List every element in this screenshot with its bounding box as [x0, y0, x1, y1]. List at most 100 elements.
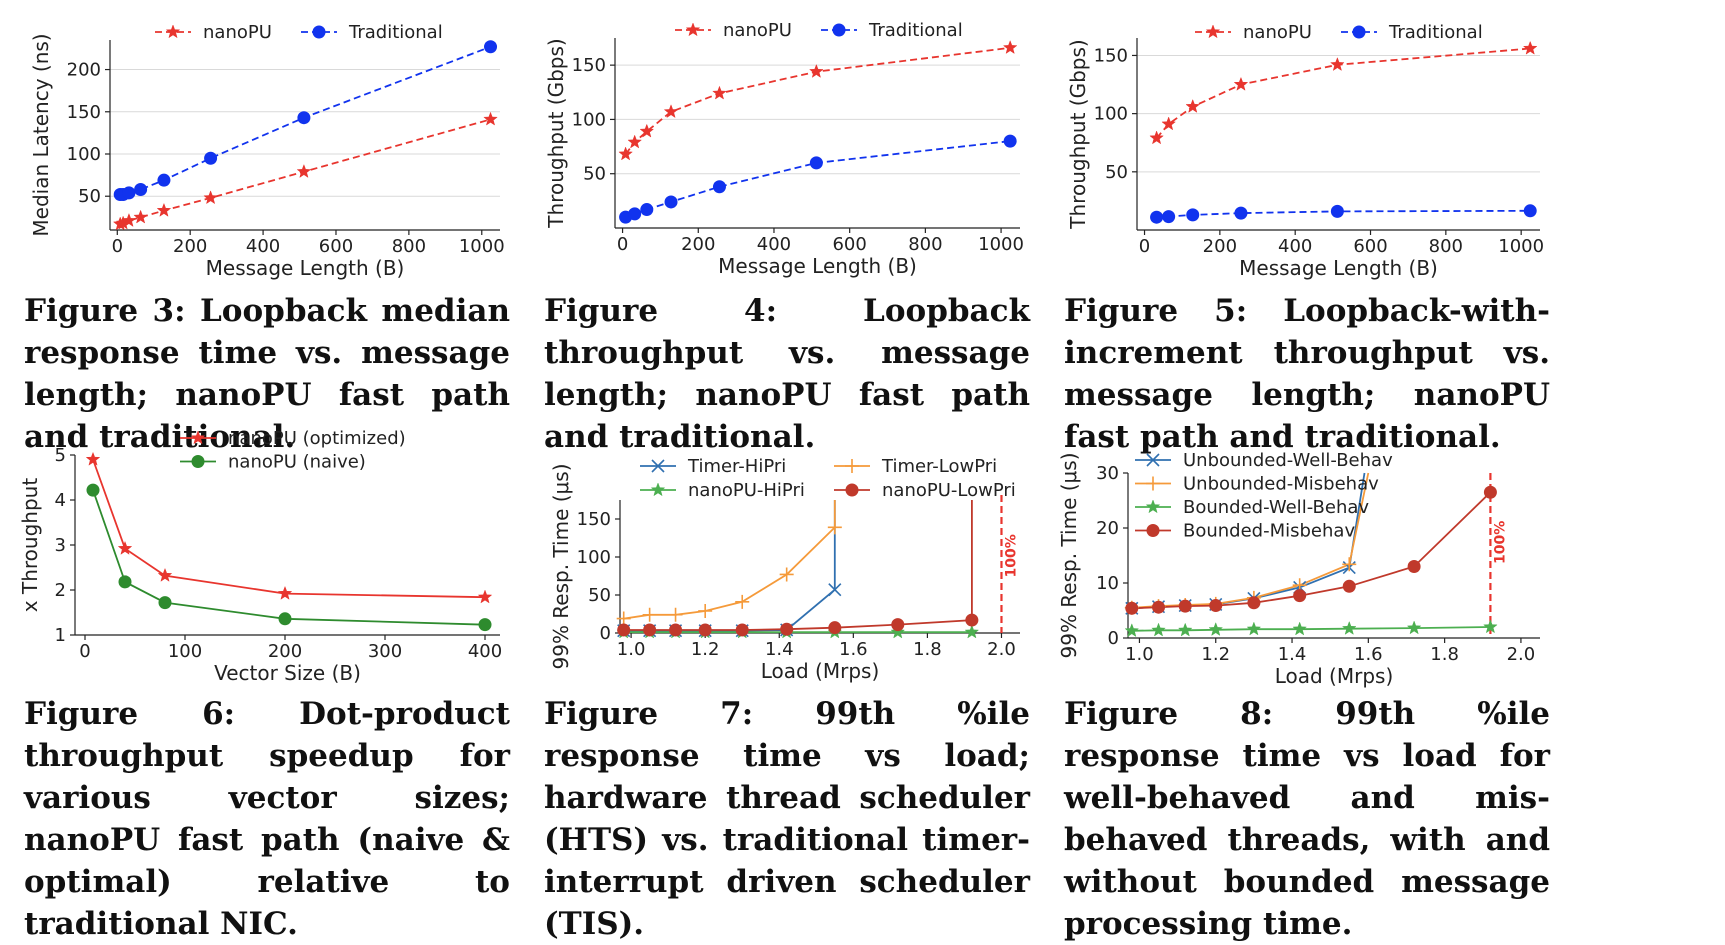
legend-marker [165, 24, 181, 39]
y-tick-label: 150 [572, 55, 606, 76]
data-point [828, 583, 842, 597]
figure-4-caption: Figure 4: Loopback throughput vs. messag… [544, 293, 1030, 455]
y-tick-label: 20 [1096, 518, 1119, 539]
data-point [618, 146, 633, 161]
data-point [133, 209, 148, 224]
figure-6-chart: 0 100 200 300 400 1 2 3 4 5 Vector Size (B) x Throu… [0, 420, 520, 690]
y-tick-label: 4 [55, 490, 66, 511]
y-tick-label: 200 [67, 60, 101, 81]
data-point [1002, 40, 1018, 55]
x-tick-label: 0 [617, 234, 628, 255]
data-point [297, 111, 311, 125]
series-line [92, 459, 486, 599]
x-tick-label: 800 [1429, 236, 1463, 257]
data-point [156, 202, 172, 217]
data-point [483, 111, 498, 126]
data-point [1178, 599, 1192, 613]
x-tick-label: 0 [112, 236, 123, 257]
data-point [277, 585, 293, 600]
x-axis-label: Vector Size (B) [214, 661, 361, 685]
y-tick-label: 10 [1096, 573, 1119, 594]
x-tick-label: 1.2 [691, 639, 720, 660]
x-tick-label: 400 [246, 236, 280, 257]
y-tick-label: 150 [1094, 45, 1128, 66]
legend-marker [845, 483, 859, 497]
data-point [477, 589, 493, 604]
legend: nanoPU Traditional [1195, 22, 1483, 43]
data-point [1483, 485, 1497, 499]
x-tick-label: 200 [173, 236, 207, 257]
legend-label: Bounded-Misbehav [1183, 521, 1355, 542]
markers-layer [85, 451, 493, 632]
figure-6-svg: 0 100 200 300 400 1 2 3 4 5 Vector Size (B) x Throu… [18, 428, 502, 685]
data-point [891, 618, 905, 632]
data-point [1330, 57, 1345, 72]
x-tick-label: 0 [1139, 236, 1150, 257]
legend: Unbounded-Well-BehavUnbounded-MisbehavBo… [1135, 450, 1393, 542]
x-tick-label: 1.8 [913, 639, 942, 660]
x-tick-label: 400 [1278, 236, 1312, 257]
figure-6-caption: Figure 6: Dot-product throughput speedup… [24, 696, 510, 942]
data-point [1208, 622, 1224, 636]
data-point [157, 567, 173, 582]
legend-marker [190, 430, 206, 445]
y-axis-label: 99% Resp. Time (μs) [1057, 453, 1081, 659]
x-tick-label: 1.8 [1430, 644, 1459, 665]
data-point [478, 618, 492, 632]
data-point [203, 190, 218, 205]
x-tick-label: 300 [368, 641, 402, 662]
figure-3-caption: Figure 3: Loopback median re­sponse time… [24, 293, 510, 455]
legend-label: Unbounded-Well-Behav [1183, 450, 1393, 471]
legend-label: Traditional [348, 22, 443, 43]
data-point [1341, 620, 1357, 635]
data-point [712, 85, 727, 100]
legend-marker [832, 23, 846, 37]
data-point [616, 611, 631, 626]
x-axis-label: Message Length (B) [206, 256, 405, 280]
legend-label: nanoPU [203, 22, 272, 43]
threshold-label: 100% [1492, 521, 1508, 564]
x-tick-label: 600 [1353, 236, 1387, 257]
legend: Timer-HiPri Timer-LowPri nanoPU-HiPri nanoP… [640, 456, 1016, 501]
figure-5-svg: 0 200 400 600 800 1000 50 100 150 Message Length … [1066, 22, 1544, 280]
series-line [623, 500, 836, 632]
data-point [1407, 560, 1421, 573]
data-point [668, 607, 683, 622]
legend-marker [845, 459, 859, 473]
data-point [1150, 210, 1164, 224]
y-tick-label: 2 [55, 580, 66, 601]
data-point [735, 623, 749, 637]
data-point [627, 134, 643, 149]
data-point [204, 151, 218, 165]
y-tick-label: 0 [1108, 628, 1119, 649]
x-tick-label: 1.4 [1278, 644, 1307, 665]
data-point [640, 203, 654, 217]
data-point [712, 180, 726, 194]
series-line [1156, 209, 1531, 219]
data-point [698, 603, 713, 618]
data-point [1406, 620, 1422, 635]
x-tick-label: 800 [392, 236, 426, 257]
data-point [735, 594, 750, 609]
markers-layer [618, 40, 1018, 224]
x-tick-label: 600 [319, 236, 353, 257]
y-tick-label: 100 [577, 547, 611, 568]
legend-label: Bounded-Well-Behav [1183, 497, 1369, 518]
data-point [1209, 599, 1223, 613]
data-point [1342, 579, 1356, 593]
figure-3-chart: 0 200 400 600 800 1000 50 100 150 200 Message Leng… [0, 0, 520, 292]
x-tick-label: 200 [681, 234, 715, 255]
x-tick-label: 2.0 [1507, 644, 1536, 665]
figure-8-caption: Figure 8: 99th %ile response time vs loa… [1064, 696, 1550, 942]
data-point [158, 596, 172, 610]
x-tick-label: 1000 [978, 234, 1024, 255]
y-tick-label: 3 [55, 535, 66, 556]
data-point [1186, 208, 1200, 222]
legend-marker [312, 25, 326, 39]
legend-marker [1146, 524, 1160, 537]
data-point [780, 622, 794, 636]
x-axis-label: Load (Mrps) [1275, 664, 1394, 688]
y-tick-label: 100 [1094, 104, 1128, 125]
data-point [809, 156, 823, 170]
